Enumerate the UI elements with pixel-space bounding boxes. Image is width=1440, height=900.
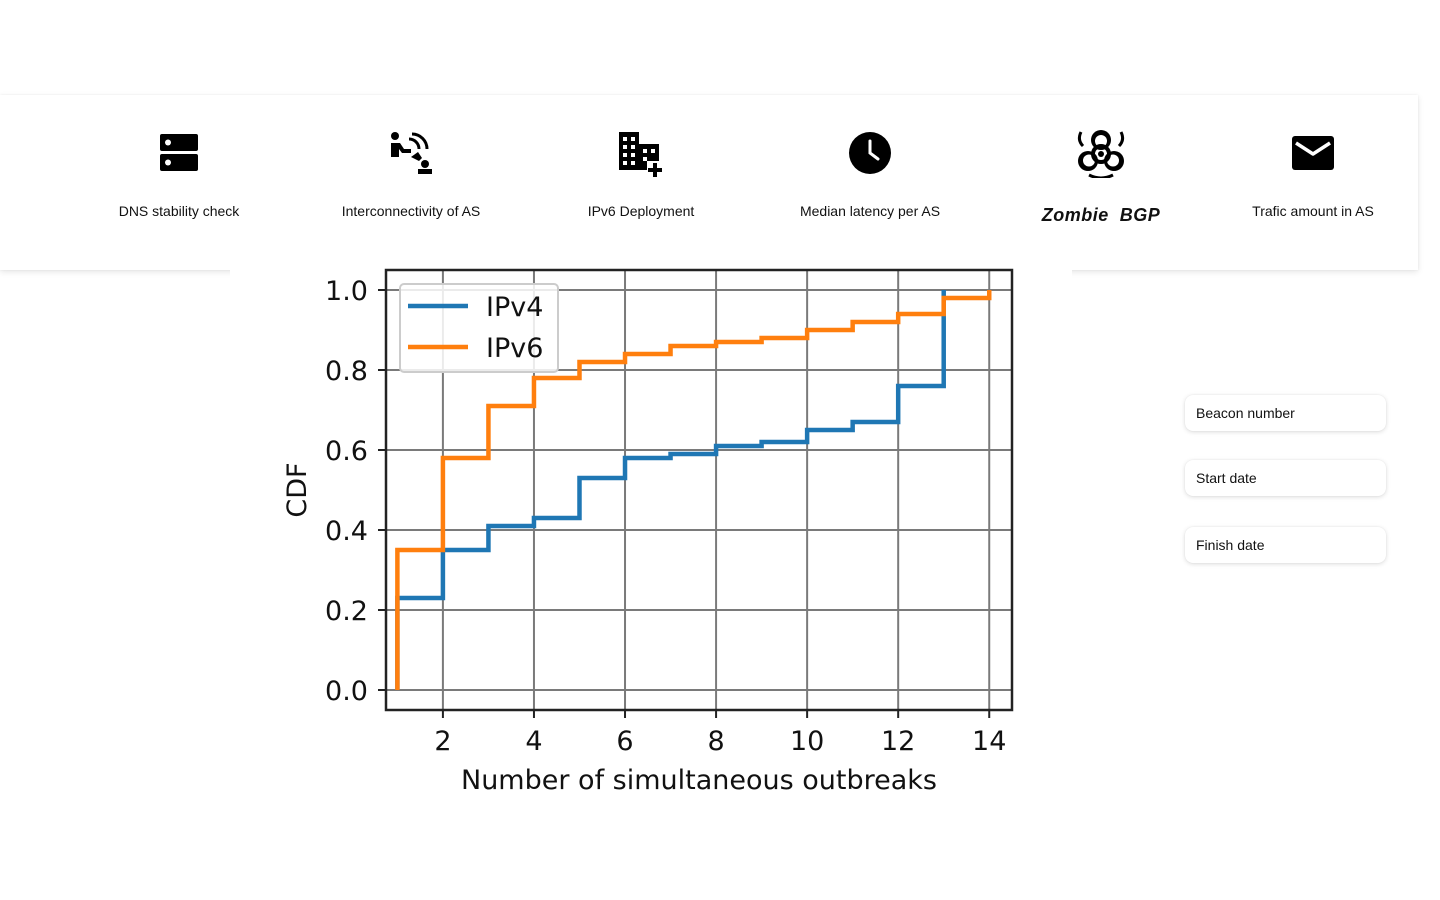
legend-label-ipv4: IPv4 bbox=[486, 292, 543, 323]
finish-date-field[interactable] bbox=[1185, 527, 1386, 563]
x-tick-label: 12 bbox=[881, 726, 915, 757]
finish-date-input[interactable] bbox=[1185, 527, 1386, 563]
y-tick-label: 0.6 bbox=[325, 436, 368, 467]
x-tick-label: 4 bbox=[525, 726, 542, 757]
nav-label: Trafic amount in AS bbox=[1252, 203, 1374, 219]
x-tick-label: 2 bbox=[434, 726, 451, 757]
y-tick-label: 0.4 bbox=[325, 516, 368, 547]
x-axis-label: Number of simultaneous outbreaks bbox=[461, 765, 937, 796]
dns-server-icon bbox=[64, 125, 294, 181]
building-add-icon bbox=[526, 125, 756, 181]
top-nav-bar: DNS stability check Interconnectivity of… bbox=[0, 95, 1418, 270]
cdf-chart: 2 4 6 8 10 12 14 0.0 0.2 0.4 0.6 0.8 1.0 Number of si… bbox=[230, 268, 1072, 808]
y-tick-label: 0.8 bbox=[325, 356, 368, 387]
beacon-number-input[interactable] bbox=[1185, 395, 1386, 431]
plot-frame bbox=[384, 268, 1014, 712]
mail-icon bbox=[1198, 125, 1428, 181]
biohazard-icon bbox=[986, 125, 1216, 181]
nav-label: DNS stability check bbox=[118, 203, 240, 219]
nav-item-median-latency[interactable]: Median latency per AS bbox=[755, 95, 985, 270]
y-tick-label: 1.0 bbox=[325, 276, 368, 307]
x-tick-label: 8 bbox=[707, 726, 724, 757]
network-connection-icon bbox=[296, 125, 526, 181]
clock-icon bbox=[755, 125, 985, 181]
x-tick-label: 10 bbox=[790, 726, 824, 757]
cdf-chart-svg: 2 4 6 8 10 12 14 0.0 0.2 0.4 0.6 0.8 1.0 Number of si… bbox=[282, 268, 1014, 796]
series-line-ipv6 bbox=[395, 290, 992, 690]
nav-label: Median latency per AS bbox=[799, 203, 941, 219]
y-tick-label: 0.0 bbox=[325, 676, 368, 707]
series-line-ipv4 bbox=[395, 290, 946, 690]
y-axis-label: CDF bbox=[282, 462, 313, 517]
x-tick-label: 14 bbox=[972, 726, 1006, 757]
nav-label: Zombie BGP bbox=[1041, 205, 1161, 225]
nav-item-dns-stability[interactable]: DNS stability check bbox=[64, 95, 294, 270]
nav-item-ipv6-deployment[interactable]: IPv6 Deployment bbox=[526, 95, 756, 270]
y-tick-label: 0.2 bbox=[325, 596, 368, 627]
nav-label: IPv6 Deployment bbox=[587, 203, 695, 219]
nav-item-zombie-bgp[interactable]: Zombie BGP bbox=[986, 95, 1216, 270]
nav-item-traffic-amount[interactable]: Trafic amount in AS bbox=[1198, 95, 1428, 270]
nav-item-interconnectivity[interactable]: Interconnectivity of AS bbox=[296, 95, 526, 270]
start-date-field[interactable] bbox=[1185, 460, 1386, 496]
beacon-number-field[interactable] bbox=[1185, 395, 1386, 431]
start-date-input[interactable] bbox=[1185, 460, 1386, 496]
legend-label-ipv6: IPv6 bbox=[486, 333, 543, 364]
nav-label: Interconnectivity of AS bbox=[341, 203, 481, 219]
x-tick-label: 6 bbox=[616, 726, 633, 757]
